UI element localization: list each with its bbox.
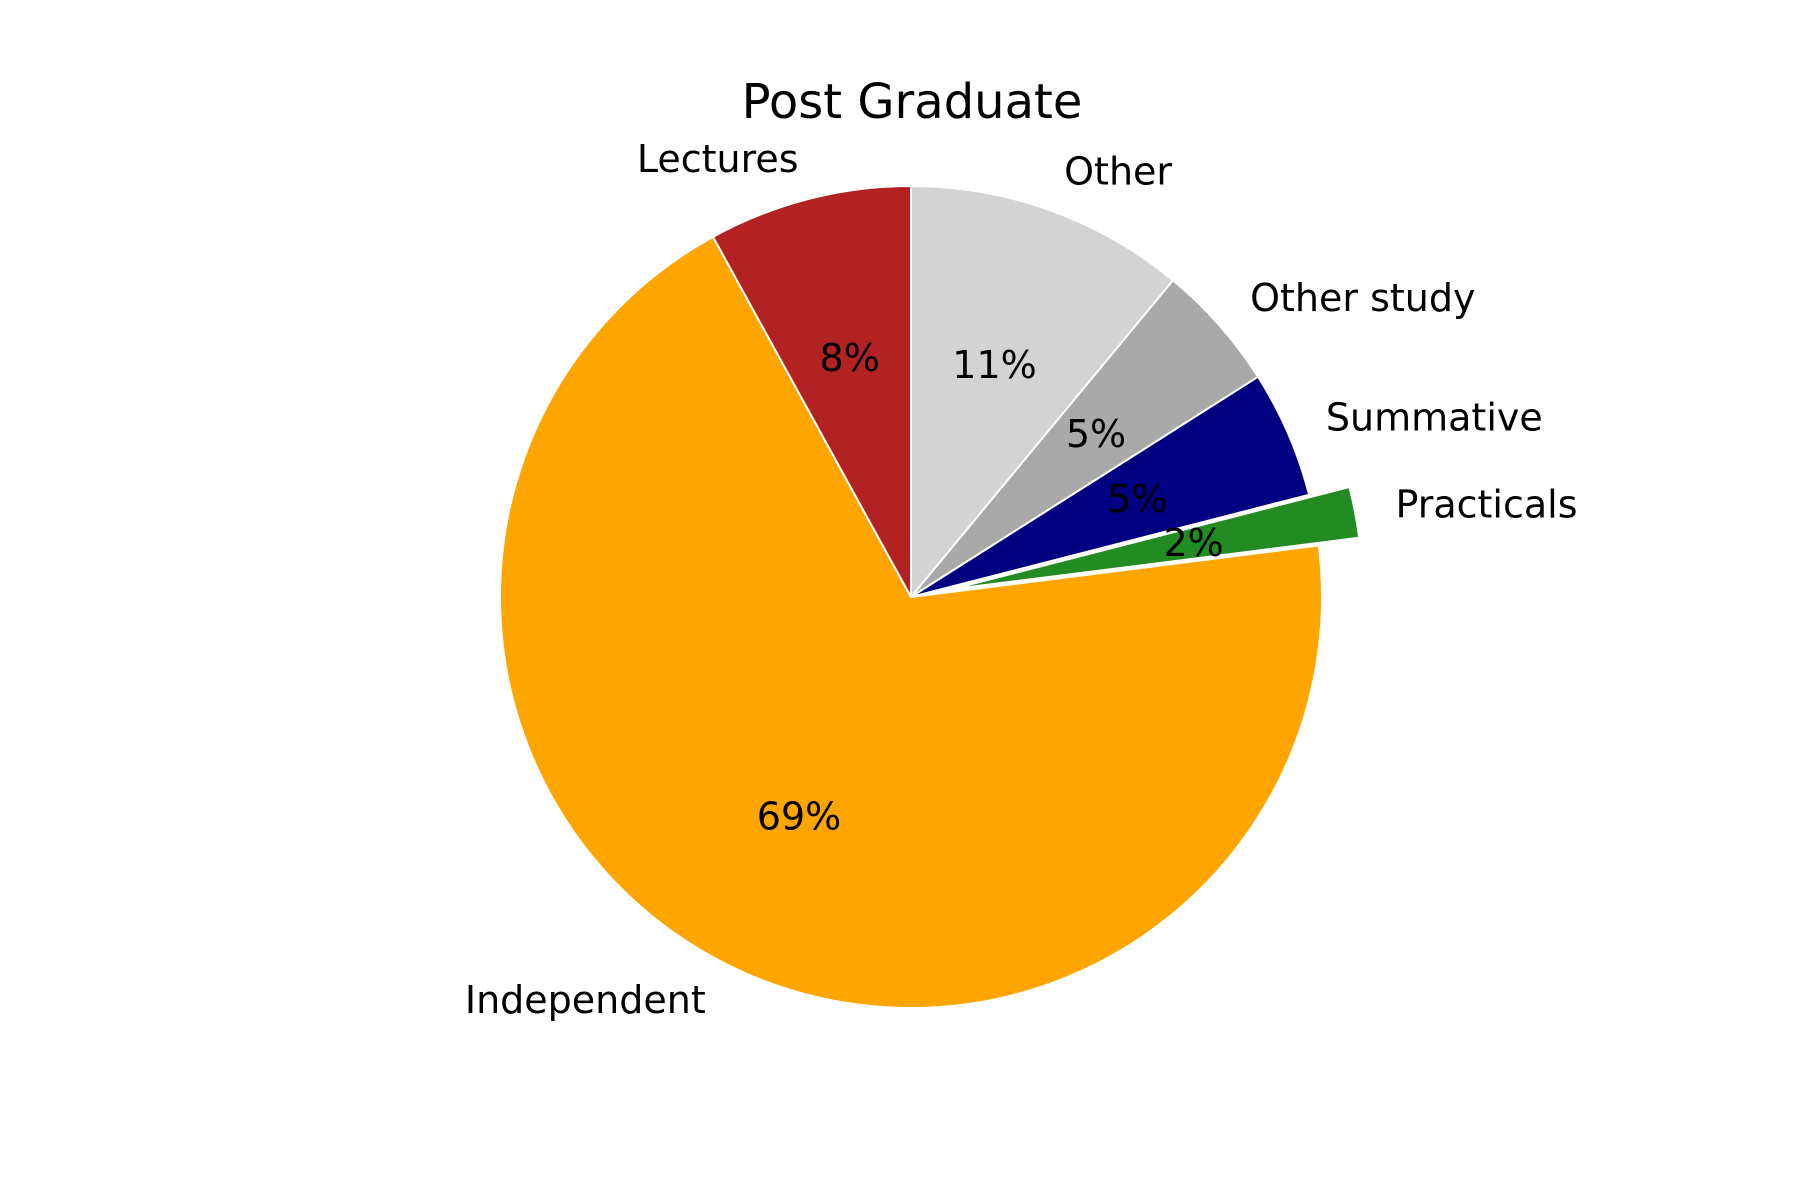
chart-title: Post Graduate	[742, 74, 1083, 130]
slice-label-practicals: Practicals	[1395, 483, 1577, 527]
pie-slice-independent	[499, 235, 1323, 1009]
slice-label-independent: Independent	[465, 978, 706, 1022]
pie-slice-other	[910, 184, 1175, 600]
slices-layer	[499, 184, 1361, 1009]
slice-label-other: Other	[1064, 150, 1172, 194]
labels-layer: 11% Other 5% Other study 5% Summative 2% Practi…	[465, 137, 1578, 1022]
pct-label-practicals: 2%	[1163, 521, 1223, 565]
pct-label-summative: 5%	[1107, 477, 1167, 521]
slice-label-lectures: Lectures	[637, 137, 799, 181]
pct-label-independent: 69%	[757, 795, 841, 839]
pct-label-other: 11%	[952, 343, 1036, 387]
pie-slice-practicals	[951, 485, 1361, 591]
pie-slice-lectures	[711, 184, 912, 598]
slice-label-other-study: Other study	[1250, 276, 1475, 320]
pie-slice-summative	[910, 375, 1311, 598]
pct-label-other-study: 5%	[1066, 412, 1126, 456]
slice-label-summative: Summative	[1326, 395, 1543, 439]
pct-label-lectures: 8%	[820, 336, 880, 380]
